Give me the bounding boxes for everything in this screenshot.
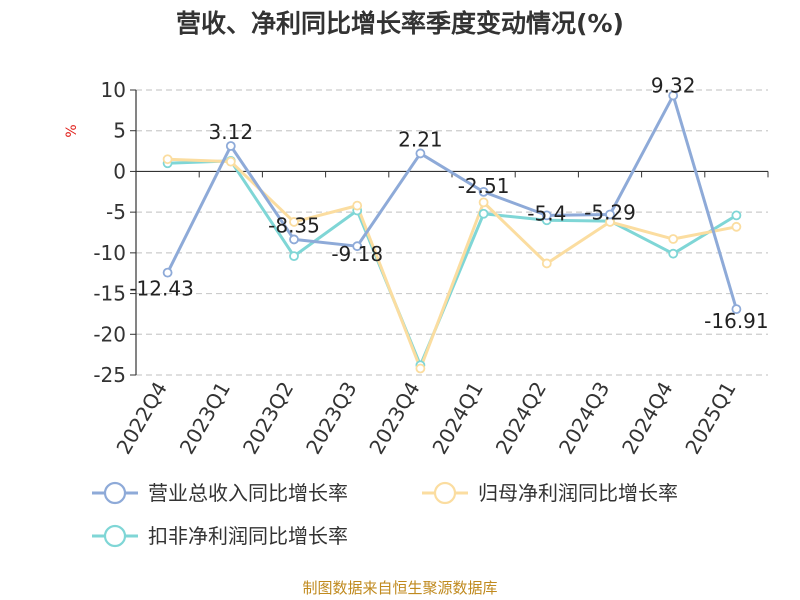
y-tick-label: 0 <box>113 159 126 183</box>
legend-label: 营业总收入同比增长率 <box>148 481 348 505</box>
legend-label: 归母净利润同比增长率 <box>478 481 678 505</box>
data-point <box>605 209 615 220</box>
legend-label: 扣非净利润同比增长率 <box>148 524 348 548</box>
series-lines <box>166 94 738 370</box>
data-point <box>162 154 173 165</box>
data-label: 3.12 <box>209 120 254 144</box>
legend-marker-icon <box>103 524 127 548</box>
data-point <box>668 234 679 244</box>
y-tick-label: 10 <box>101 78 126 102</box>
x-tick-label: 2023Q2 <box>238 378 298 459</box>
chart-title: 营收、净利同比增长率季度变动情况(%) <box>176 9 624 38</box>
data-label: -12.43 <box>129 277 193 301</box>
data-point <box>478 197 489 208</box>
data-point <box>289 234 299 245</box>
y-tick-label: -5 <box>106 200 126 224</box>
series-points <box>162 90 742 374</box>
data-point <box>352 241 363 252</box>
legend-item-1[interactable]: 营业总收入同比增长率 <box>92 481 348 505</box>
data-point <box>731 221 742 232</box>
y-tick-label: -15 <box>93 282 126 306</box>
data-point <box>668 248 679 259</box>
x-tick-label: 2024Q1 <box>427 377 487 458</box>
grid-lines <box>136 89 768 376</box>
data-point <box>668 90 679 101</box>
y-axis-ticks: 10 5 0 -5 -10 -15 -20 -25 <box>93 78 136 387</box>
y-tick-label: 5 <box>113 119 126 143</box>
x-tick-label: 2023Q3 <box>301 378 361 459</box>
x-tick-label: 2025Q1 <box>680 378 740 459</box>
data-point <box>415 363 426 374</box>
data-label: -5.4 <box>527 201 566 225</box>
data-point <box>478 208 489 219</box>
x-tick-label: 2023Q1 <box>175 378 235 459</box>
legend-item-2[interactable]: 归母净利润同比增长率 <box>422 481 678 505</box>
legend-marker-icon <box>433 481 457 505</box>
x-tick-label: 2023Q4 <box>364 378 424 459</box>
source-footer: 制图数据来自恒生聚源数据库 <box>302 579 497 597</box>
data-point <box>415 148 426 159</box>
data-point <box>289 251 299 262</box>
data-label: -9.18 <box>331 242 383 266</box>
data-point <box>541 258 552 269</box>
data-label: 9.32 <box>651 74 696 98</box>
x-tick-label: 2024Q3 <box>554 378 614 459</box>
y-tick-label: -20 <box>93 322 126 346</box>
data-label: 2.21 <box>398 127 443 151</box>
data-point <box>225 156 236 167</box>
legend-item-3[interactable]: 扣非净利润同比增长率 <box>92 524 348 548</box>
data-point <box>289 217 299 227</box>
y-tick-label: -10 <box>93 241 126 265</box>
x-tick-label: 2022Q4 <box>111 378 171 459</box>
x-tick-label: 2024Q4 <box>617 378 677 459</box>
data-label: -2.51 <box>458 174 510 198</box>
x-tick-label: 2024Q2 <box>491 378 551 459</box>
data-point <box>541 210 552 221</box>
y-axis-unit: % <box>64 124 80 137</box>
data-label: -16.91 <box>704 309 768 333</box>
data-label: -8.35 <box>268 213 320 237</box>
legend-marker-icon <box>103 481 127 505</box>
series-line-1 <box>166 94 738 310</box>
y-tick-label: -25 <box>93 363 126 387</box>
data-labels: -12.43 3.12 -8.35 -9.18 2.21 -2.51 -5.4 -5.29 9.… <box>129 74 768 334</box>
data-point <box>162 267 173 278</box>
data-point <box>478 186 489 197</box>
data-point <box>731 210 742 221</box>
data-label: -5.29 <box>584 201 636 225</box>
data-point <box>731 304 742 315</box>
x-axis-ticks: 2022Q4 2023Q1 2023Q2 2023Q3 2023Q4 2024Q1 2024… <box>111 377 740 458</box>
data-point <box>225 141 236 151</box>
data-point <box>352 200 363 211</box>
series-line-2 <box>167 157 737 370</box>
